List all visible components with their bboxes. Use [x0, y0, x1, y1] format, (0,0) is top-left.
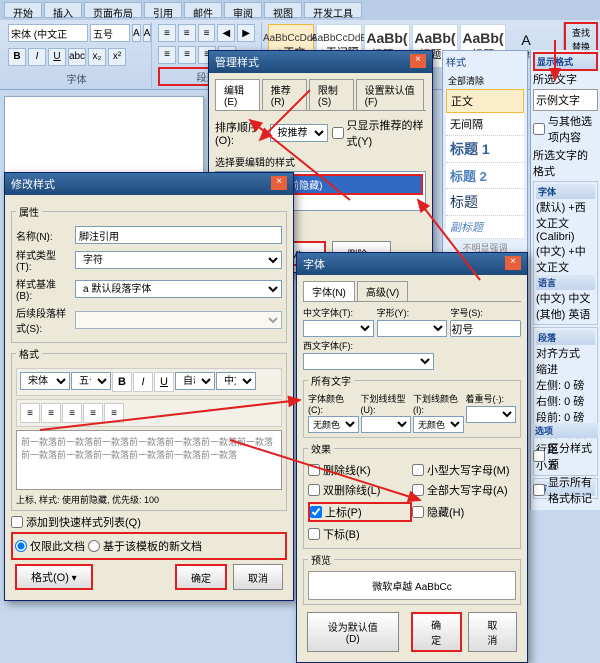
- underline-button[interactable]: U: [48, 48, 66, 66]
- size-list[interactable]: 初号小初一号: [450, 320, 521, 337]
- emphasis-select[interactable]: [466, 406, 517, 423]
- fmt-font[interactable]: 宋体: [20, 372, 70, 390]
- superscript-check[interactable]: [310, 506, 322, 518]
- cn-font-select[interactable]: [303, 320, 374, 337]
- cancel-button[interactable]: 取消: [233, 564, 283, 590]
- fmt-size[interactable]: 五号: [71, 372, 111, 390]
- clear-all[interactable]: 全部清除: [446, 72, 524, 89]
- only-doc-radio[interactable]: [15, 540, 27, 552]
- preview-box: 前一款落前一款落前一款落前一款落前一款落前一款落前一款落前一款落前一款落前一款落…: [16, 430, 282, 490]
- style-item-subtitle[interactable]: 副标题: [446, 216, 524, 239]
- fmt-bold[interactable]: B: [112, 372, 132, 392]
- tab-edit[interactable]: 编辑(E): [215, 79, 260, 110]
- new-based-radio[interactable]: [88, 540, 100, 552]
- find-icon[interactable]: 查找: [572, 26, 590, 39]
- show-all-marks-check[interactable]: [533, 484, 545, 496]
- font-size-select[interactable]: [90, 24, 130, 42]
- align-c-icon[interactable]: ≡: [178, 46, 196, 64]
- font-group-label: 字体: [8, 71, 145, 86]
- tab-view[interactable]: 视图: [264, 2, 302, 18]
- allcaps-check[interactable]: [412, 484, 424, 496]
- tab-review[interactable]: 审阅: [224, 2, 262, 18]
- add-quick-check[interactable]: [11, 516, 23, 528]
- line-sp[interactable]: ≡: [104, 403, 124, 423]
- base-select[interactable]: a 默认段落字体: [75, 280, 282, 298]
- subscript-check[interactable]: [308, 528, 320, 540]
- tab-insert[interactable]: 插入: [44, 2, 82, 18]
- align-l[interactable]: ≡: [20, 403, 40, 423]
- align-r[interactable]: ≡: [62, 403, 82, 423]
- color-select[interactable]: 无颜色: [308, 416, 359, 433]
- sort-select[interactable]: 按推荐: [270, 124, 328, 142]
- style-item-h1[interactable]: 标题 1: [446, 136, 524, 163]
- tab-mail[interactable]: 邮件: [184, 2, 222, 18]
- align-c[interactable]: ≡: [41, 403, 61, 423]
- tab-ref[interactable]: 引用: [144, 2, 182, 18]
- distinguish-check[interactable]: [533, 450, 545, 462]
- style-select[interactable]: [377, 320, 448, 337]
- close-icon[interactable]: ×: [271, 176, 287, 190]
- format-inspector-pane: 显示格式 所选文字 示例文字 与其他选项内容 所选文字的格式 字体 (默认) +…: [530, 50, 600, 510]
- tab-recommend[interactable]: 推荐(R): [262, 79, 307, 110]
- ok-button[interactable]: 确定: [175, 564, 227, 590]
- fmt-italic[interactable]: I: [133, 372, 153, 392]
- compare-check[interactable]: [533, 123, 545, 135]
- ribbon-tabs: 开始 插入 页面布局 引用 邮件 审阅 视图 开发工具: [0, 0, 600, 20]
- name-input[interactable]: [75, 226, 282, 244]
- strike-check[interactable]: [308, 464, 320, 476]
- style-item-h2[interactable]: 标题 2: [446, 163, 524, 189]
- close-icon[interactable]: ×: [410, 54, 426, 68]
- indent-dec-icon[interactable]: ◀: [217, 24, 235, 42]
- west-font-select[interactable]: [303, 353, 434, 370]
- strike-button[interactable]: abc: [68, 48, 86, 66]
- follow-select: [75, 311, 282, 329]
- sup-button[interactable]: x²: [108, 48, 126, 66]
- format-dropdown-button[interactable]: 格式(O) ▾: [15, 564, 93, 590]
- tab-font[interactable]: 字体(N): [303, 281, 355, 301]
- cancel-button[interactable]: 取消: [468, 612, 517, 652]
- style-item-normal[interactable]: 正文: [446, 89, 524, 113]
- ok-button[interactable]: 确定: [411, 612, 462, 652]
- hidden-check[interactable]: [412, 506, 424, 518]
- list-icon[interactable]: ≡: [158, 24, 176, 42]
- change-style-icon[interactable]: A: [521, 32, 530, 48]
- tab-restrict[interactable]: 限制(S): [309, 79, 354, 110]
- bold-button[interactable]: B: [8, 48, 26, 66]
- sub-button[interactable]: x₂: [88, 48, 106, 66]
- tab-defaults[interactable]: 设置默认值(F): [356, 79, 424, 110]
- font-preview: 微软卓越 AaBbCc: [308, 571, 516, 600]
- shrink-font-icon[interactable]: A: [143, 24, 152, 42]
- type-select[interactable]: 字符: [75, 251, 282, 269]
- numlist-icon[interactable]: ≡: [178, 24, 196, 42]
- multilist-icon[interactable]: ≡: [198, 24, 216, 42]
- only-rec-check[interactable]: [332, 127, 344, 139]
- default-button[interactable]: 设为默认值(D): [307, 612, 399, 652]
- style-item-nospace[interactable]: 无间隔: [446, 113, 524, 136]
- fmt-underline[interactable]: U: [154, 372, 174, 392]
- font-dialog: 字体× 字体(N) 高级(V) 中文字体(T): 字形(Y): 字号(S):初号…: [296, 252, 528, 663]
- ul-style-select[interactable]: [361, 416, 412, 433]
- italic-button[interactable]: I: [28, 48, 46, 66]
- close-icon[interactable]: ×: [505, 256, 521, 270]
- style-item-title[interactable]: 标题: [446, 189, 524, 216]
- fmt-color[interactable]: 自动: [175, 372, 215, 390]
- ul-color-select[interactable]: 无颜色: [413, 416, 464, 433]
- tab-dev[interactable]: 开发工具: [304, 2, 362, 18]
- tab-adv[interactable]: 高级(V): [357, 281, 408, 301]
- tab-layout[interactable]: 页面布局: [84, 2, 142, 18]
- align-l-icon[interactable]: ≡: [158, 46, 176, 64]
- indent-inc-icon[interactable]: ▶: [237, 24, 255, 42]
- dblstrike-check[interactable]: [308, 484, 320, 496]
- smallcaps-check[interactable]: [412, 464, 424, 476]
- align-j[interactable]: ≡: [83, 403, 103, 423]
- fmt-lang[interactable]: 中文: [216, 372, 256, 390]
- tab-home[interactable]: 开始: [4, 2, 42, 18]
- font-name-select[interactable]: [8, 24, 88, 42]
- grow-font-icon[interactable]: A: [132, 24, 141, 42]
- modify-style-dialog: 修改样式× 属性 名称(N): 样式类型(T):字符 样式基准(B):a 默认段…: [4, 172, 294, 601]
